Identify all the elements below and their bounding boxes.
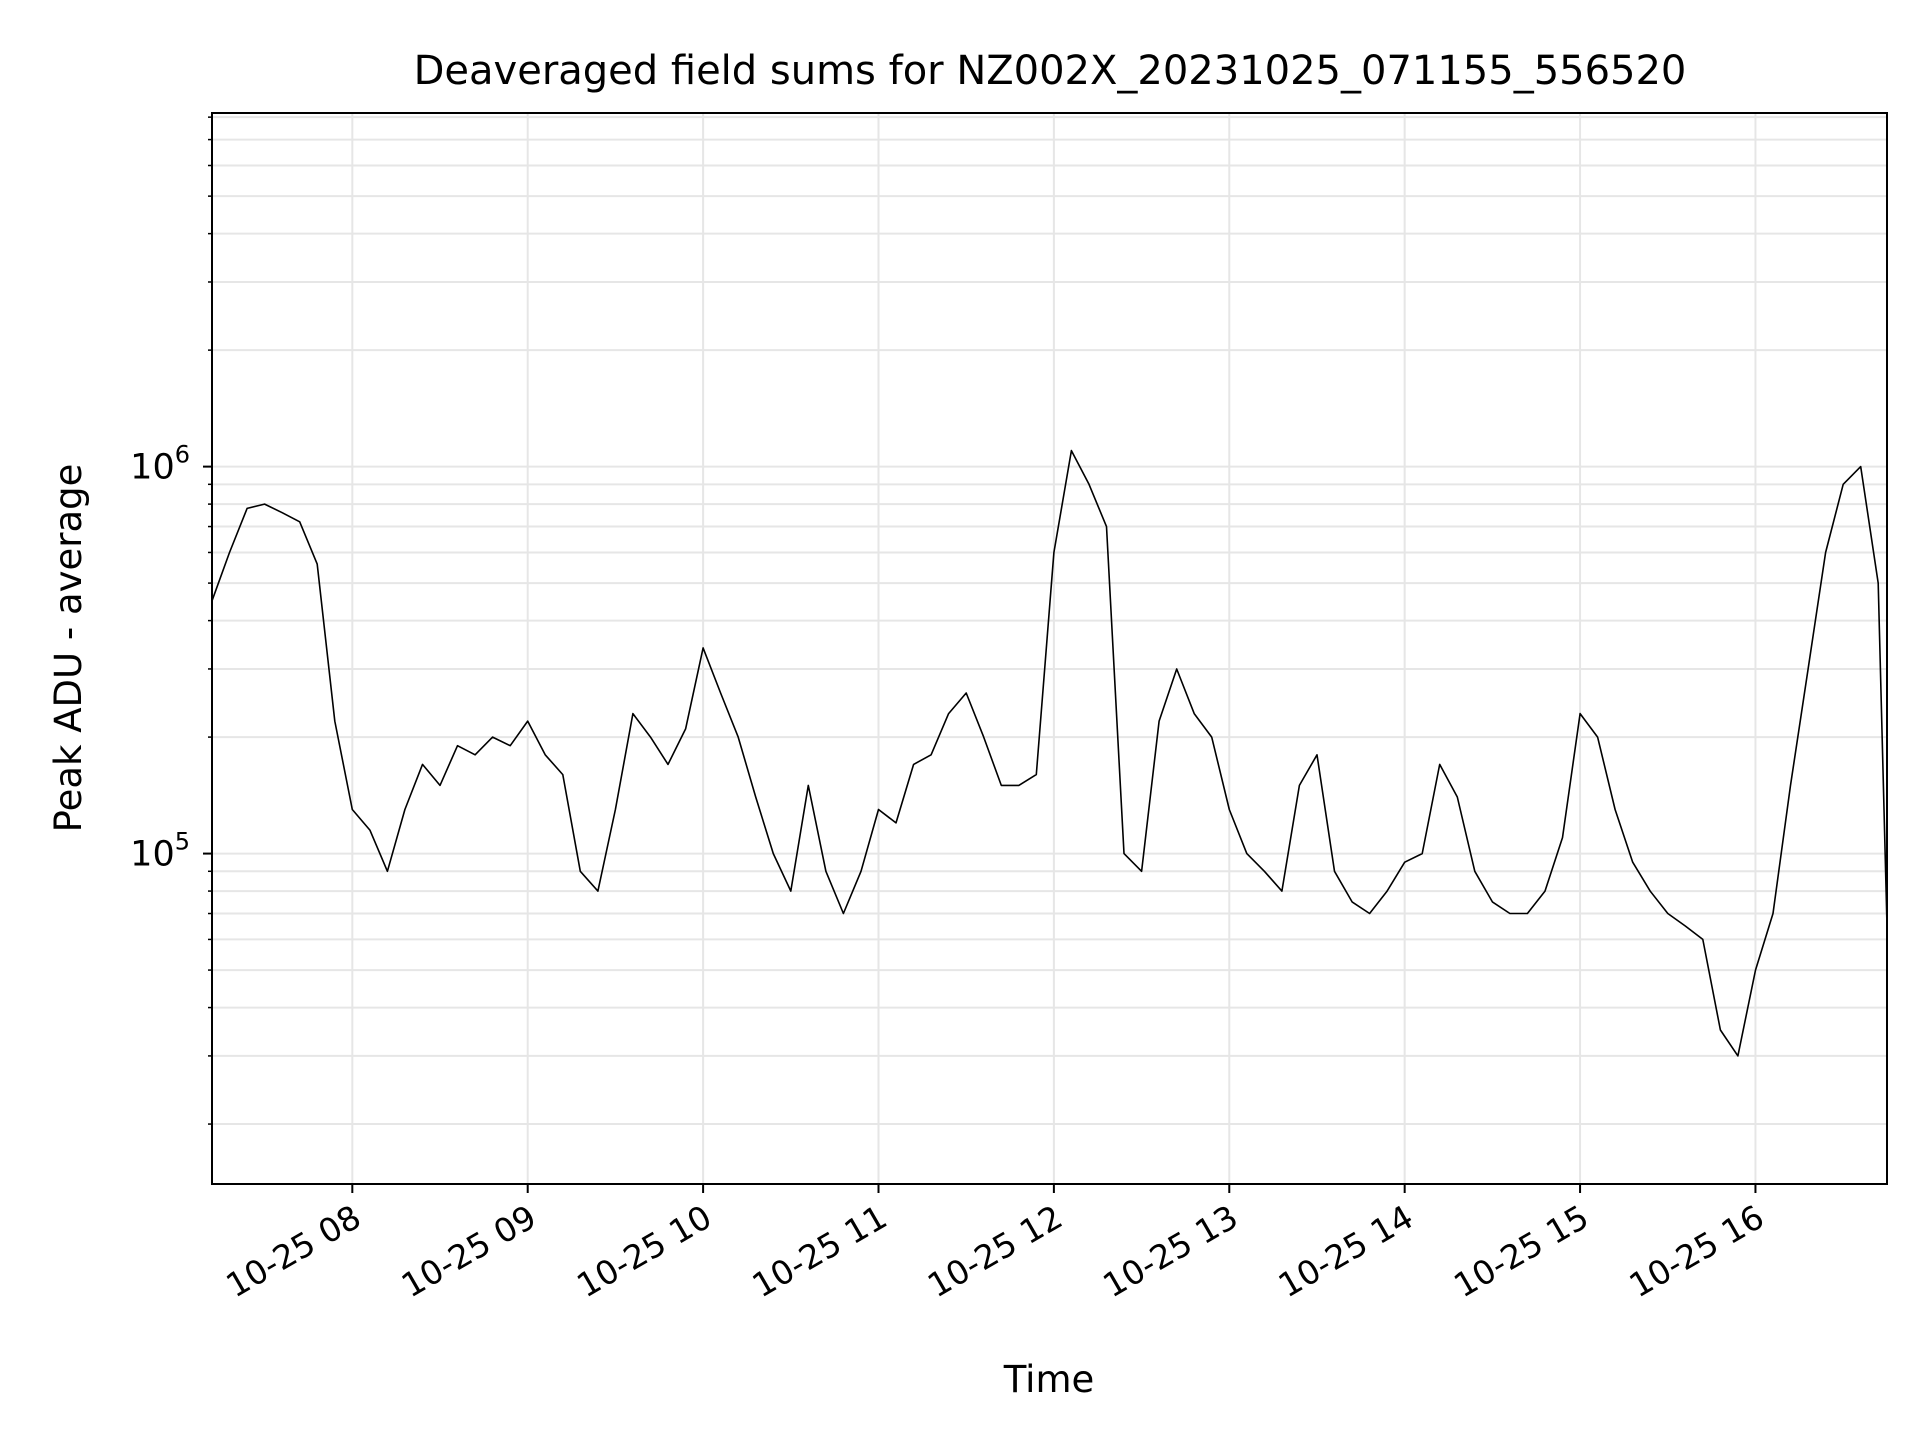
x-tick-label: 10-25 12 [921,1197,1069,1305]
y-tick-label: 105 [130,828,190,875]
series-layer [211,449,1888,1057]
x-tick-label: 10-25 13 [1096,1197,1244,1305]
x-tick-label: 10-25 10 [570,1197,718,1305]
chart-title: Deaveraged field sums for NZ002X_2023102… [414,48,1687,94]
x-tick-label: 10-25 16 [1622,1197,1770,1305]
y-axis: 105 106 [130,116,212,1125]
series-line [211,449,1888,1057]
y-tick-label: 106 [130,441,190,488]
x-tick-label: 10-25 14 [1272,1197,1420,1305]
x-tick-label: 10-25 09 [395,1197,543,1305]
x-axis-label: Time [1003,1358,1095,1401]
y-axis-label: Peak ADU - average [47,464,90,833]
grid-lines [212,113,1887,1184]
x-tick-label: 10-25 08 [219,1197,367,1305]
x-axis: 10-25 08 10-25 09 10-25 10 10-25 11 10-25 12… [219,1184,1770,1305]
x-tick-label: 10-25 11 [745,1197,893,1305]
x-tick-label: 10-25 15 [1447,1197,1595,1305]
plot-frame [211,112,1888,1185]
